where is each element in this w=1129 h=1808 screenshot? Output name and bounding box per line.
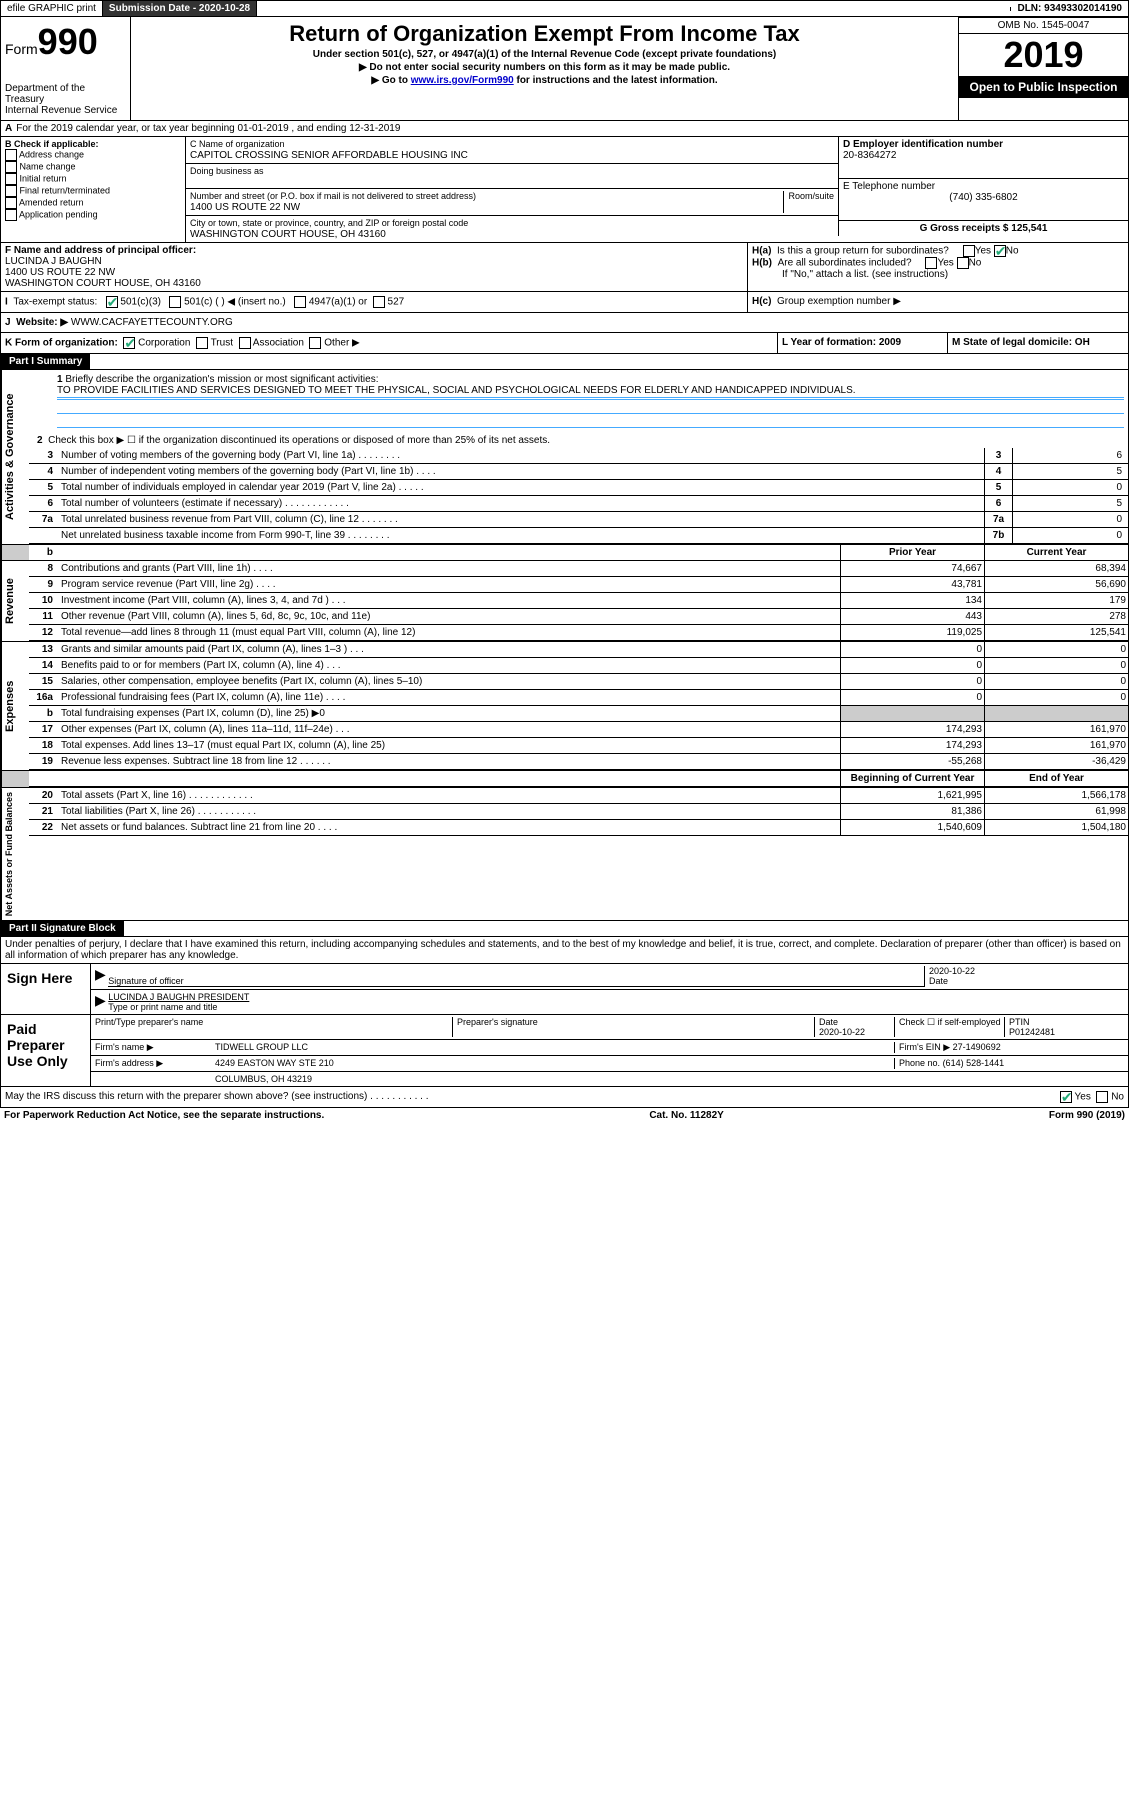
state-domicile: M State of legal domicile: OH [952,337,1090,348]
subtitle-3: ▶ Go to www.irs.gov/Form990 for instruct… [135,75,954,86]
org-name: CAPITOL CROSSING SENIOR AFFORDABLE HOUSI… [190,150,468,161]
firm-phone: (614) 528-1441 [943,1058,1005,1068]
form-header: Form990 Department of the Treasury Inter… [0,17,1129,121]
ein: 20-8364272 [843,150,896,161]
inspection-notice: Open to Public Inspection [959,76,1128,98]
subtitle-2: ▶ Do not enter social security numbers o… [135,62,954,73]
officer-row: F Name and address of principal officer:… [0,242,1129,291]
org-info-grid: B Check if applicable: Address change Na… [0,137,1129,242]
discuss-yes[interactable] [1060,1091,1072,1103]
efile-label[interactable]: efile GRAPHIC print [1,1,103,16]
part2-header: Part II Signature Block [0,921,1129,937]
officer-name: LUCINDA J BAUGHN [5,256,102,267]
501c3-check[interactable] [106,296,118,308]
gross-receipts: G Gross receipts $ 125,541 [920,223,1048,234]
mission-text: TO PROVIDE FACILITIES AND SERVICES DESIG… [57,385,856,396]
firm-name: TIDWELL GROUP LLC [215,1042,894,1053]
group-return-no[interactable] [994,245,1006,257]
ptin: P01242481 [1009,1027,1055,1037]
corp-check[interactable] [123,337,135,349]
org-city: WASHINGTON COURT HOUSE, OH 43160 [190,229,386,240]
summary-section: Activities & Governance 1 Briefly descri… [0,370,1129,545]
form-title: Return of Organization Exempt From Incom… [135,21,954,47]
dln: DLN: 93493302014190 [1011,1,1128,16]
website: WWW.CACFAYETTECOUNTY.ORG [71,317,233,328]
tax-year: 2019 [959,34,1128,76]
tab-expenses: Expenses [1,642,29,770]
subtitle-1: Under section 501(c), 527, or 4947(a)(1)… [135,49,954,60]
discuss-row: May the IRS discuss this return with the… [0,1087,1129,1108]
page-footer: For Paperwork Reduction Act Notice, see … [0,1108,1129,1123]
irs-label: Internal Revenue Service [5,105,126,116]
form-number: Form990 [5,21,126,63]
tab-netassets: Net Assets or Fund Balances [1,788,29,920]
year-formation: L Year of formation: 2009 [782,337,901,348]
part1-header: Part I Summary [0,354,1129,370]
phone: (740) 335-6802 [843,192,1124,203]
dept-label: Department of the Treasury [5,83,126,105]
row-a: AFor the 2019 calendar year, or tax year… [0,121,1129,137]
instructions-link[interactable]: www.irs.gov/Form990 [411,75,514,86]
perjury-text: Under penalties of perjury, I declare th… [0,937,1129,964]
sign-block: Sign Here ▶ Signature of officer2020-10-… [0,964,1129,1015]
box-b: B Check if applicable: Address change Na… [1,137,186,242]
signer-name: LUCINDA J BAUGHN PRESIDENT [108,992,249,1002]
tab-revenue: Revenue [1,561,29,641]
preparer-block: Paid Preparer Use Only Print/Type prepar… [0,1015,1129,1087]
topbar: efile GRAPHIC print Submission Date - 20… [0,0,1129,17]
org-address: 1400 US ROUTE 22 NW [190,202,300,213]
tab-activities: Activities & Governance [1,370,29,544]
omb-number: OMB No. 1545-0047 [959,17,1128,34]
submission-date: Submission Date - 2020-10-28 [103,1,257,16]
firm-ein: 27-1490692 [953,1042,1001,1052]
